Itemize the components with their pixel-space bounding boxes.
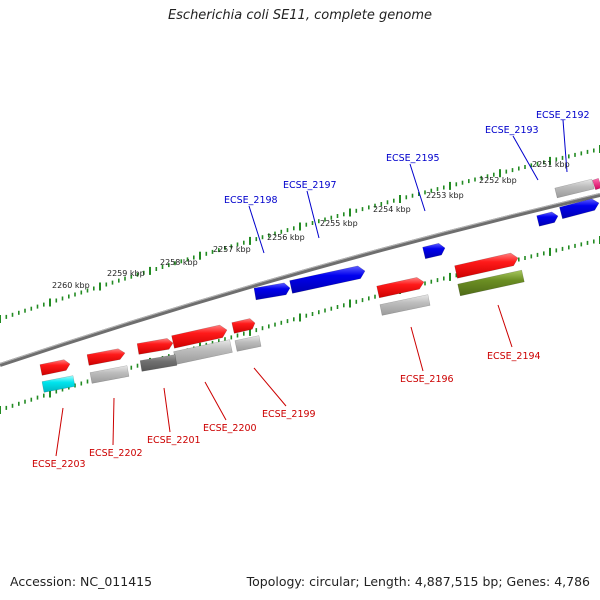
feature-grey-2202[interactable] xyxy=(89,365,130,384)
label-ECSE-2201[interactable]: ECSE_2201 xyxy=(147,435,201,446)
feature-magenta-edge[interactable] xyxy=(592,177,600,191)
leader-ECSE-2197 xyxy=(306,190,320,239)
scale-label-2253: 2253 kbp xyxy=(426,191,464,200)
reverse-gene-labels: ECSE_2194 ECSE_2196 ECSE_2199 ECSE_2200 … xyxy=(32,351,541,470)
genome-backbone-highlight xyxy=(0,193,600,364)
gene-ECSE-2199[interactable] xyxy=(231,318,256,334)
scale-labels: 2251 kbp 2252 kbp 2253 kbp 2254 kbp 2255… xyxy=(52,160,570,290)
gene-ECSE-2196[interactable] xyxy=(376,277,425,299)
label-ECSE-2195[interactable]: ECSE_2195 xyxy=(386,153,440,164)
gene-ECSE-2193[interactable] xyxy=(536,211,559,227)
label-ECSE-2197[interactable]: ECSE_2197 xyxy=(283,180,337,191)
leader-ECSE-2195 xyxy=(409,163,426,212)
scale-label-2254: 2254 kbp xyxy=(373,205,411,214)
leader-ECSE-2198 xyxy=(248,205,265,254)
leader-ECSE-2193 xyxy=(512,135,539,181)
gene-ECSE-2201[interactable] xyxy=(136,338,174,355)
scale-label-2252: 2252 kbp xyxy=(479,176,517,185)
label-ECSE-2194[interactable]: ECSE_2194 xyxy=(487,351,541,362)
label-ECSE-2198[interactable]: ECSE_2198 xyxy=(224,195,278,206)
gene-ECSE-2200[interactable] xyxy=(171,324,228,349)
scale-label-2256: 2256 kbp xyxy=(267,233,305,242)
label-ECSE-2192[interactable]: ECSE_2192 xyxy=(536,110,590,121)
gene-ECSE-2195[interactable] xyxy=(422,243,446,260)
label-ECSE-2200[interactable]: ECSE_2200 xyxy=(203,423,257,434)
forward-gene-labels: ECSE_2192 ECSE_2193 ECSE_2195 ECSE_2197 … xyxy=(224,110,590,206)
scale-label-2260: 2260 kbp xyxy=(52,281,90,290)
topology-text: Topology: circular; Length: 4,887,515 bp… xyxy=(246,574,590,589)
scale-label-2257: 2257 kbp xyxy=(213,245,251,254)
leader-ECSE-2192 xyxy=(562,119,568,173)
label-leaders xyxy=(55,119,568,457)
feature-cyan-2203[interactable] xyxy=(41,375,76,393)
gene-ECSE-2192[interactable] xyxy=(559,198,600,220)
feature-dgrey-2201[interactable] xyxy=(139,354,178,372)
scale-label-2259: 2259 kbp xyxy=(107,269,145,278)
genome-backbone xyxy=(0,193,600,367)
label-ECSE-2199[interactable]: ECSE_2199 xyxy=(262,409,316,420)
accession-text: Accession: NC_011415 xyxy=(10,574,153,589)
leader-ECSE-2203 xyxy=(55,407,64,457)
map-title: Escherichia coli SE11, complete genome xyxy=(167,8,433,23)
leader-ECSE-2201 xyxy=(163,387,171,433)
leader-ECSE-2194 xyxy=(497,304,513,348)
leader-ECSE-2200 xyxy=(204,381,227,421)
gene-ECSE-2198[interactable] xyxy=(253,282,291,301)
label-ECSE-2202[interactable]: ECSE_2202 xyxy=(89,448,143,459)
scale-label-2255: 2255 kbp xyxy=(320,219,358,228)
gene-ECSE-2197[interactable] xyxy=(289,265,366,294)
gene-features xyxy=(39,177,600,393)
leader-ECSE-2202 xyxy=(112,397,115,446)
gene-ECSE-2202[interactable] xyxy=(86,348,126,366)
label-ECSE-2203[interactable]: ECSE_2203 xyxy=(32,459,86,470)
label-ECSE-2196[interactable]: ECSE_2196 xyxy=(400,374,454,385)
leader-ECSE-2199 xyxy=(253,367,287,407)
feature-grey-2192[interactable] xyxy=(554,178,595,199)
label-ECSE-2193[interactable]: ECSE_2193 xyxy=(485,125,539,136)
feature-grey-2196[interactable] xyxy=(379,294,431,316)
gene-ECSE-2194[interactable] xyxy=(454,252,519,279)
leader-ECSE-2196 xyxy=(410,326,424,372)
feature-grey-2199[interactable] xyxy=(234,335,262,352)
gene-ECSE-2203[interactable] xyxy=(39,359,71,376)
scale-label-2258: 2258 kbp xyxy=(160,258,198,267)
scale-label-2251: 2251 kbp xyxy=(532,160,570,169)
feature-olive-2194[interactable] xyxy=(457,269,525,297)
